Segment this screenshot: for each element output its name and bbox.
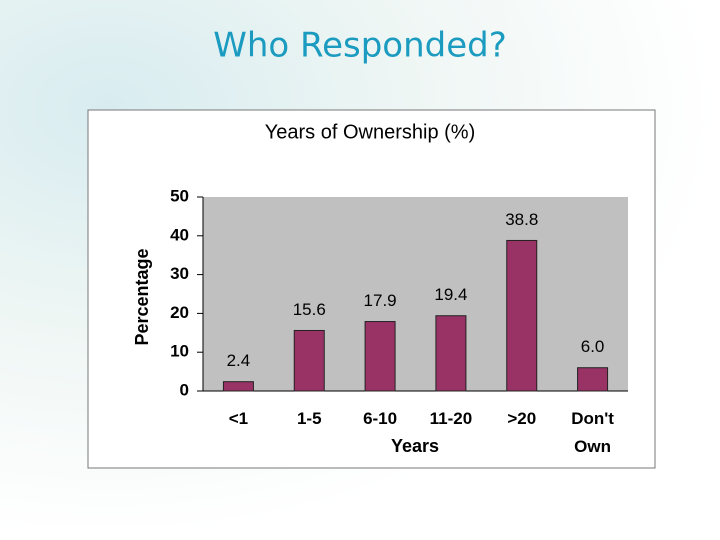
y-tick-label: 50 [170,186,189,205]
x-axis-label: Years [391,436,439,456]
bar [577,367,609,392]
data-label: 17.9 [364,291,397,310]
y-tick-label: 40 [170,225,189,244]
slide-title: Who Responded? [213,26,507,66]
x-tick-label: <1 [228,409,249,428]
x-tick-label: 11-20 [429,409,473,428]
y-tick-label: 10 [170,342,189,361]
y-tick-label: 0 [180,380,189,399]
data-label: 15.6 [293,300,326,319]
bar [364,321,396,392]
bar [506,239,538,392]
y-axis-label: Percentage [132,248,152,345]
x-tick-label: >20 [507,409,537,428]
bar [435,315,467,392]
bar [293,329,325,392]
data-label: 2.4 [227,351,251,370]
x-tick-label: 6-10 [363,409,398,428]
bar [222,381,254,392]
x-tick-label: 1-5 [296,409,322,428]
x-tick-label: Don't Own [571,409,614,456]
plot-area [203,197,628,391]
data-label: 38.8 [505,210,538,229]
y-tick-label: 20 [170,303,189,322]
chart-title: Years of Ownership (%) [265,121,475,143]
data-label: 19.4 [434,285,467,304]
data-label: 6.0 [581,337,605,356]
y-tick-label: 30 [170,264,189,283]
